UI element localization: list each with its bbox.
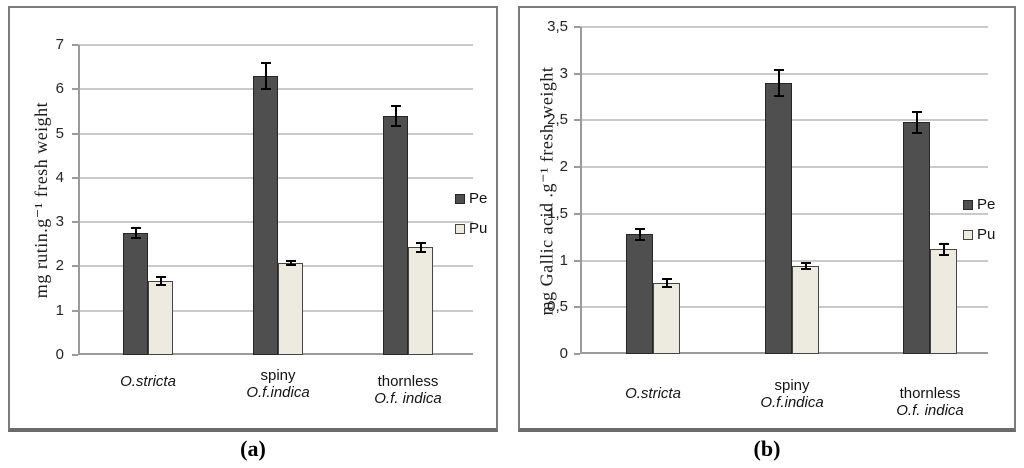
gridline — [580, 72, 988, 75]
category-label: thornless O.f. indica — [343, 373, 473, 407]
y-axis-tick — [574, 166, 580, 169]
chart-panel-a: 0 1 2 3 4 5 6 7 O.stricta spiny O.f.indica thornles… — [8, 6, 498, 432]
legend-label: Pe — [469, 190, 488, 207]
legend-item-pe: Pe — [455, 190, 488, 207]
legend-marker-pu — [963, 230, 973, 240]
y-axis-line — [78, 45, 80, 355]
y-tick-label: 1 — [55, 301, 64, 319]
bar-pu-0 — [653, 283, 680, 354]
legend-item-pe: Pe — [963, 196, 996, 213]
bar-pe-2 — [903, 122, 930, 354]
y-axis-tick — [72, 88, 78, 91]
bar-pe-0 — [123, 233, 148, 355]
y-tick-label: 2 — [55, 257, 64, 275]
chart-panel-b: 0 0,5 1 1,5 2 2,5 3 3,5 O.stricta spiny O.f.indica… — [518, 6, 1016, 432]
y-axis-tick — [574, 119, 580, 122]
bar-pe-0 — [626, 234, 653, 354]
category-label: O.stricta — [588, 385, 718, 402]
y-tick-label: 0 — [55, 346, 64, 363]
error-bar — [773, 69, 784, 98]
bar-pu-2 — [930, 249, 957, 354]
y-axis-tick — [72, 265, 78, 268]
y-axis-tick — [72, 176, 78, 179]
plot-area — [78, 44, 473, 355]
legend-label: Pu — [469, 220, 488, 237]
y-tick-label: 3 — [55, 213, 64, 231]
bar-pe-1 — [253, 76, 278, 355]
error-bar — [390, 104, 401, 127]
y-axis-tick — [574, 259, 580, 262]
error-bar — [800, 262, 811, 270]
bar-pu-1 — [792, 266, 819, 354]
legend-marker-pe — [455, 194, 465, 204]
legend-label: Pe — [977, 196, 996, 213]
category-label: thornless O.f. indica — [865, 385, 995, 419]
error-bar — [911, 111, 922, 134]
y-tick-label: 0,5 — [547, 298, 568, 316]
category-label-line: thornless — [899, 385, 961, 402]
y-axis-title: mg rutin.g⁻¹ fresh weight — [31, 101, 51, 299]
legend-marker-pu — [455, 224, 465, 234]
category-label-line: O.f.indica — [760, 394, 824, 411]
legend-marker-pe — [963, 200, 973, 210]
bar-pu-2 — [408, 247, 433, 355]
category-label-line: O.f. indica — [896, 402, 964, 419]
y-tick-label: 4 — [55, 168, 64, 186]
y-axis-tick — [574, 212, 580, 215]
gridline — [78, 44, 473, 46]
y-tick-label: 2 — [559, 158, 568, 176]
legend-label: Pu — [977, 226, 996, 243]
category-label-line: thornless — [377, 373, 439, 390]
y-axis-tick — [72, 309, 78, 312]
y-tick-label: 0 — [559, 345, 568, 362]
y-axis-tick — [574, 26, 580, 28]
error-bar — [661, 278, 672, 288]
y-tick-label: 3,5 — [547, 18, 568, 35]
y-axis-title: mg Gallic acid .g⁻¹ fresh weight — [536, 66, 556, 315]
y-tick-label: 1 — [559, 251, 568, 269]
subfigure-caption-b: (b) — [753, 436, 781, 461]
category-label-line: spiny — [260, 367, 296, 384]
plot-area — [580, 26, 988, 354]
category-label-line: O.stricta — [120, 373, 176, 390]
bar-pu-1 — [278, 263, 303, 355]
y-tick-label: 1,5 — [547, 204, 568, 222]
y-tick-label: 5 — [55, 124, 64, 142]
category-label: spiny O.f.indica — [727, 377, 857, 411]
category-label: O.stricta — [83, 373, 213, 390]
category-label-line: spiny — [774, 377, 810, 394]
y-tick-label: 6 — [55, 80, 64, 98]
category-label-line: O.f.indica — [246, 384, 310, 401]
y-axis-line — [580, 27, 582, 354]
y-tick-label: 2,5 — [547, 111, 568, 129]
legend-item-pu: Pu — [455, 220, 488, 237]
error-bar — [155, 275, 166, 287]
y-axis-tick — [72, 354, 78, 356]
y-axis-tick — [72, 132, 78, 135]
error-bar — [634, 227, 645, 241]
category-label: spiny O.f.indica — [213, 367, 343, 401]
gridline — [580, 26, 988, 28]
category-label-line: O.f. indica — [374, 390, 442, 407]
y-tick-label: 3 — [559, 64, 568, 82]
legend-item-pu: Pu — [963, 226, 996, 243]
category-label-line: O.stricta — [625, 385, 681, 402]
y-axis-tick — [72, 44, 78, 46]
error-bar — [260, 61, 271, 91]
subfigure-caption-a: (a) — [240, 436, 266, 461]
error-bar — [415, 241, 426, 254]
y-tick-label: 7 — [55, 36, 64, 53]
y-axis-tick — [574, 306, 580, 309]
bar-pe-2 — [383, 116, 408, 355]
error-bar — [938, 242, 949, 256]
error-bar — [130, 227, 141, 240]
y-axis-tick — [574, 353, 580, 355]
y-axis-tick — [72, 221, 78, 224]
error-bar — [285, 260, 296, 267]
bar-pu-0 — [148, 281, 173, 355]
bar-pe-1 — [765, 83, 792, 354]
y-axis-tick — [574, 72, 580, 75]
